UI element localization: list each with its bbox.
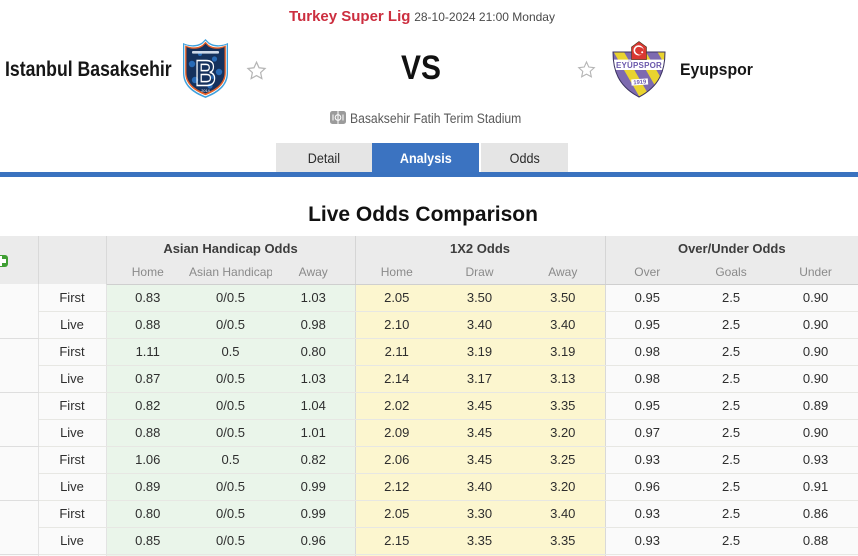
svg-text:2014: 2014 — [201, 89, 209, 93]
svg-text:1919: 1919 — [633, 79, 647, 86]
svg-text:EYÜPSPOR: EYÜPSPOR — [616, 61, 662, 70]
svg-text:B: B — [195, 52, 216, 93]
